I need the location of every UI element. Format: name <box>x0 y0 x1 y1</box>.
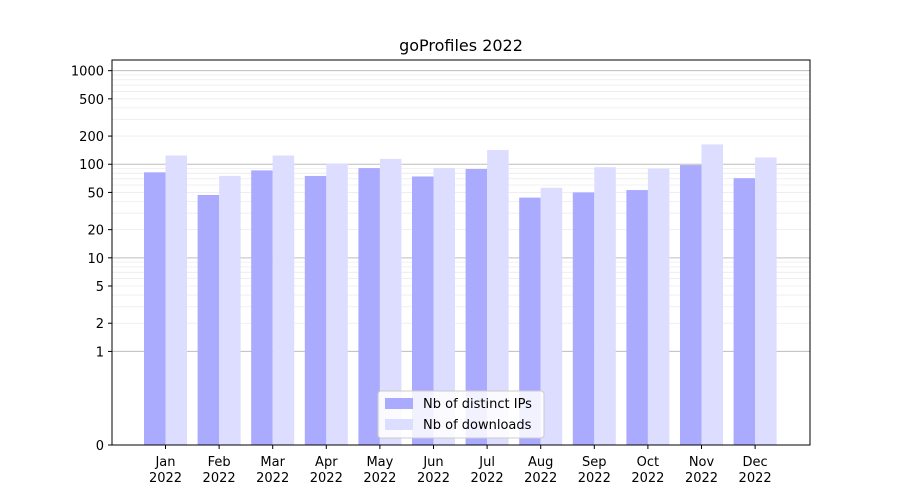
bar-downloads <box>594 167 616 446</box>
y-tick-label: 2 <box>96 317 104 332</box>
y-tick-label: 1000 <box>71 65 104 80</box>
x-tick-label-year: 2022 <box>739 471 772 486</box>
x-axis: Jan2022Feb2022Mar2022Apr2022May2022Jun20… <box>149 445 772 486</box>
x-tick-label-month: Jan <box>154 455 175 470</box>
x-tick-label-month: Mar <box>260 455 285 470</box>
bar-distinct-ips <box>519 197 541 445</box>
x-tick-label-year: 2022 <box>524 471 557 486</box>
x-tick-label-year: 2022 <box>149 471 182 486</box>
bar-distinct-ips <box>680 165 702 445</box>
x-tick-label-year: 2022 <box>417 471 450 486</box>
x-tick-label-month: May <box>366 455 393 470</box>
bar-distinct-ips <box>626 190 648 445</box>
bar-distinct-ips <box>358 168 380 445</box>
y-tick-label: 10 <box>87 252 104 267</box>
bar-downloads <box>701 144 723 445</box>
x-tick-label-year: 2022 <box>578 471 611 486</box>
bar-downloads <box>433 168 455 445</box>
y-tick-label: 20 <box>87 224 104 239</box>
legend-box <box>377 390 545 439</box>
x-tick-label-year: 2022 <box>256 471 289 486</box>
y-axis: 0 1 2 5 10 20 50 100 200 500 1000 <box>71 65 112 454</box>
bar-distinct-ips <box>572 192 595 445</box>
bar-downloads <box>165 155 187 445</box>
bar-downloads <box>272 155 295 445</box>
y-tick-label: 0 <box>96 439 104 454</box>
x-tick-label-month: Jun <box>422 455 443 470</box>
legend: Nb of distinct IPs Nb of downloads <box>377 390 545 439</box>
bar-distinct-ips <box>412 176 434 446</box>
chart-title: goProfiles 2022 <box>399 36 523 55</box>
plot-area-frame <box>111 59 811 446</box>
bar-distinct-ips <box>733 178 756 445</box>
x-tick-label-month: Feb <box>208 455 231 470</box>
bar-distinct-ips <box>144 172 166 446</box>
x-tick-label-year: 2022 <box>471 471 504 486</box>
bar-distinct-ips <box>465 168 488 445</box>
x-tick-label-year: 2022 <box>363 471 396 486</box>
bar-distinct-ips <box>304 175 327 445</box>
bar-downloads <box>755 157 777 445</box>
bar-downloads <box>219 175 241 445</box>
x-tick-label-month: Apr <box>315 455 338 470</box>
x-tick-label-year: 2022 <box>310 471 343 486</box>
bars <box>144 144 777 446</box>
y-tick-label: 1 <box>96 345 104 360</box>
y-tick-label: 100 <box>79 158 104 173</box>
x-tick-label-month: Nov <box>689 455 715 470</box>
bar-downloads <box>647 168 670 445</box>
y-tick-label: 5 <box>96 280 104 295</box>
x-tick-label-year: 2022 <box>203 471 236 486</box>
legend-swatch <box>385 419 413 430</box>
y-tick-label: 50 <box>87 186 104 201</box>
bar-downloads <box>379 158 402 446</box>
x-tick-label-month: Sep <box>582 455 607 470</box>
x-tick-label-year: 2022 <box>685 471 718 486</box>
x-tick-label-year: 2022 <box>631 471 664 486</box>
bar-downloads <box>540 187 563 445</box>
bar-downloads <box>487 149 509 445</box>
x-tick-label-month: Dec <box>743 455 768 470</box>
x-tick-label-month: Jul <box>478 455 495 470</box>
bar-distinct-ips <box>197 194 220 445</box>
y-tick-label: 200 <box>79 130 104 145</box>
legend-label: Nb of distinct IPs <box>423 397 532 412</box>
bar-distinct-ips <box>251 170 273 445</box>
x-tick-label-month: Aug <box>528 455 553 470</box>
legend-swatch <box>385 398 413 409</box>
legend-label: Nb of downloads <box>423 418 532 433</box>
y-tick-label: 500 <box>79 93 104 108</box>
x-tick-label-month: Oct <box>637 455 659 470</box>
bar-downloads <box>326 163 348 445</box>
